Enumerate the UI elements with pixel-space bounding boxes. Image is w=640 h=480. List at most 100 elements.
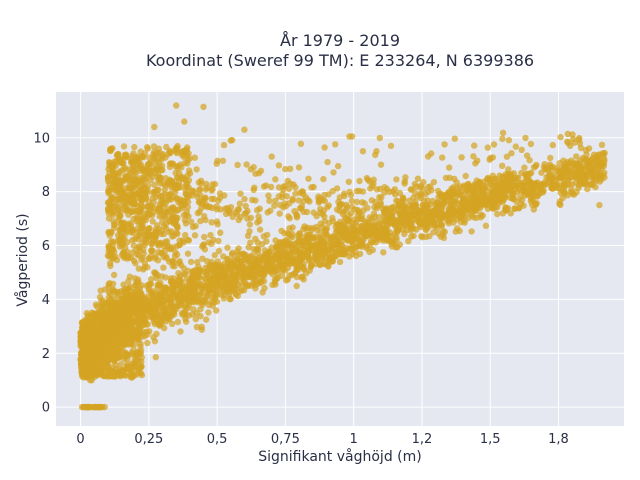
data-point	[307, 231, 314, 238]
data-point	[330, 169, 337, 176]
data-point	[191, 274, 198, 281]
data-point	[214, 258, 221, 265]
data-point	[312, 245, 319, 252]
data-point	[430, 229, 437, 236]
data-point	[420, 197, 428, 204]
data-point	[556, 198, 564, 205]
data-point	[151, 205, 158, 212]
data-point	[107, 147, 114, 154]
data-point	[329, 233, 336, 240]
data-point	[247, 166, 255, 173]
data-point	[272, 197, 279, 204]
data-point	[284, 230, 291, 237]
data-point	[129, 208, 136, 215]
data-point	[538, 169, 545, 176]
data-point	[382, 228, 389, 235]
data-point	[492, 189, 499, 196]
data-point	[388, 237, 396, 244]
data-point	[112, 355, 119, 363]
data-point	[178, 164, 185, 171]
data-point	[129, 317, 137, 325]
data-point	[536, 185, 543, 193]
data-point	[171, 219, 178, 227]
data-point	[98, 365, 106, 373]
data-point	[463, 186, 471, 194]
data-point	[425, 223, 433, 230]
data-point	[490, 141, 498, 148]
data-point	[215, 197, 222, 204]
data-point	[336, 258, 344, 266]
data-point	[558, 169, 565, 177]
data-point	[509, 182, 517, 189]
data-point	[510, 196, 517, 203]
data-point	[152, 269, 159, 276]
data-point	[523, 152, 531, 159]
data-point	[353, 198, 361, 206]
data-point	[194, 297, 201, 305]
data-point	[145, 287, 153, 294]
data-point	[225, 263, 232, 271]
x-tick-label: 1,8	[548, 432, 569, 447]
data-point	[208, 266, 215, 273]
data-point	[372, 151, 379, 159]
data-point	[468, 228, 475, 235]
data-point	[166, 163, 174, 171]
data-point	[203, 268, 210, 275]
data-point	[380, 249, 387, 256]
data-point	[425, 188, 432, 196]
data-point	[181, 159, 189, 167]
data-point	[399, 194, 407, 202]
data-point	[461, 219, 468, 226]
data-point	[364, 204, 371, 212]
data-point	[310, 209, 317, 216]
data-point	[486, 191, 493, 198]
data-point	[333, 221, 341, 228]
data-point	[249, 196, 256, 204]
data-point	[280, 262, 287, 270]
data-point	[428, 215, 435, 222]
data-point	[153, 222, 161, 229]
x-tick-label: 1,5	[480, 432, 501, 447]
data-point	[517, 200, 525, 208]
data-point	[521, 164, 528, 171]
data-point	[295, 197, 302, 204]
data-point	[121, 226, 128, 233]
data-point	[144, 339, 151, 347]
data-point	[125, 277, 132, 285]
data-point	[198, 204, 205, 211]
data-point	[583, 156, 590, 163]
data-point	[161, 324, 168, 332]
data-point	[235, 264, 243, 272]
data-point	[99, 403, 106, 411]
data-point	[584, 185, 591, 193]
data-point	[303, 248, 311, 255]
data-point	[569, 135, 577, 143]
data-point	[133, 251, 141, 258]
data-point	[237, 190, 244, 197]
data-point	[470, 153, 477, 160]
data-point	[456, 191, 463, 198]
data-point	[139, 223, 147, 230]
data-point	[298, 274, 305, 281]
data-point	[251, 281, 259, 289]
data-point	[105, 341, 112, 348]
data-point	[232, 276, 239, 283]
data-point	[123, 196, 131, 203]
data-point	[297, 140, 305, 147]
data-point	[88, 372, 95, 379]
data-point	[403, 226, 410, 234]
data-point	[441, 141, 448, 148]
data-point	[126, 371, 134, 379]
data-point	[244, 207, 251, 215]
data-point	[131, 143, 138, 151]
data-point	[204, 184, 211, 192]
data-point	[305, 175, 312, 182]
data-point	[269, 270, 276, 278]
data-point	[222, 284, 230, 291]
data-point	[423, 214, 430, 221]
data-point	[372, 218, 379, 226]
data-point	[186, 170, 194, 177]
data-point	[254, 264, 262, 272]
y-tick-label: 6	[42, 239, 50, 254]
data-point	[184, 236, 192, 244]
